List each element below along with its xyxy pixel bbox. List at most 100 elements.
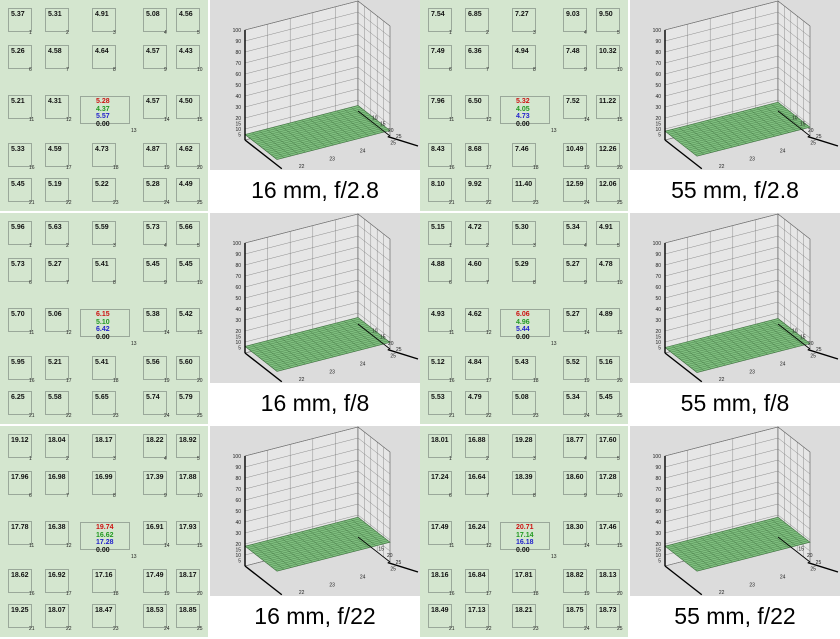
z-tick-label: 40 (655, 307, 661, 313)
grid-cell-value: 4.87 (146, 146, 160, 153)
grid-cell-value: 7.48 (566, 48, 580, 55)
center-cell-value: 4.37 (96, 105, 110, 113)
grid-cell (92, 45, 116, 69)
grid-cell-value: 4.57 (146, 48, 160, 55)
grid-cell-value: 5.73 (11, 261, 25, 268)
wall-gridline (664, 437, 811, 468)
wall-gridline (664, 503, 811, 534)
grid-cell-value: 4.94 (515, 48, 529, 55)
center-cell-value: 4.73 (516, 113, 530, 120)
wall-gridline (244, 301, 391, 332)
z-tick-label: 30 (235, 531, 241, 537)
grid-cell-value: 19.28 (515, 437, 533, 444)
wall-gridline (244, 481, 391, 512)
grid-cell-number: 21 (449, 200, 455, 206)
z-tick-label: 5 (658, 346, 661, 352)
grid-cell (143, 604, 167, 628)
x-tick-label: 23 (329, 582, 335, 588)
x-tick-label: 22 (719, 164, 725, 170)
grid-cell (596, 95, 620, 119)
grid-cell-number: 5 (617, 243, 620, 249)
grid-cell-value: 8.43 (431, 146, 445, 153)
z-tick-label: 20 (655, 542, 661, 548)
z-tick-label: 90 (655, 39, 661, 45)
grid-cell-number: 5 (617, 456, 620, 462)
z-tick-label: 40 (235, 520, 241, 526)
center-cell-value: 20.71 (516, 524, 534, 531)
grid-cell (465, 95, 489, 119)
center-cell-value: 6.15 (96, 311, 110, 318)
grid-cell-value: 18.47 (95, 607, 113, 614)
z-tick-label: 70 (235, 61, 241, 67)
x-tick-label: 24 (780, 362, 786, 368)
grid-cell (563, 521, 587, 545)
grid-cell-number: 14 (164, 543, 170, 549)
wall-gridline (664, 99, 811, 130)
grid-cell (465, 604, 489, 628)
grid-cell-value: 17.39 (146, 474, 164, 481)
surface-mesh-line (266, 334, 381, 364)
grid-cell (563, 308, 587, 332)
grid-cell-number: 24 (584, 413, 590, 419)
grid-cell-number: 10 (617, 493, 623, 499)
grid-cell (428, 8, 452, 32)
grid-cell-number: 10 (197, 493, 203, 499)
grid-cell-value: 18.49 (431, 607, 449, 614)
grid-cell-value: 4.89 (599, 311, 613, 318)
surface-mesh-line (742, 111, 775, 137)
z-tick-label: 70 (655, 274, 661, 280)
grid-cell-number: 12 (486, 543, 492, 549)
x-tick-label: 25 (810, 141, 816, 147)
wall-gridline (244, 492, 391, 523)
center-cell-value: 6.06 (516, 311, 530, 318)
surface-mesh-line (264, 120, 379, 151)
grid-cell-value: 5.45 (599, 394, 613, 401)
grid-cell (45, 45, 69, 69)
z-tick-label: 50 (655, 83, 661, 89)
grid-cell-value: 5.16 (599, 359, 613, 366)
grid-cell (176, 471, 200, 495)
grid-cell-number: 21 (29, 200, 35, 206)
z-tick-label: 60 (655, 72, 661, 78)
grid-cell-number: 17 (486, 591, 492, 597)
wall-gridline (664, 66, 811, 97)
grid-cell-number: 24 (164, 626, 170, 632)
y-tick-label: 15 (800, 122, 806, 128)
grid-cell-value: 5.41 (95, 261, 109, 268)
grid-cell (465, 258, 489, 282)
grid-cell (45, 143, 69, 167)
grid-cell (8, 258, 32, 282)
surface-mesh-line (260, 529, 375, 559)
surface-mesh-line (343, 320, 376, 347)
z-tick-label: 100 (653, 454, 662, 460)
grid-cell (8, 308, 32, 332)
surface-mesh-line (268, 335, 383, 366)
grid-cell (512, 45, 536, 69)
surface-mesh-line (684, 117, 799, 147)
grid-cell (465, 434, 489, 458)
grid-cell-number: 19 (584, 591, 590, 597)
measurement-grid-panel: 18.01 1 16.88 2 19.28 3 18.77 4 17.60 5 17.24 6 16.6… (420, 426, 628, 637)
surface-mesh-line (686, 119, 801, 149)
surface-mesh-line (728, 331, 761, 357)
z-tick-label: 20 (235, 329, 241, 335)
z-tick-label: 50 (235, 83, 241, 89)
y-tick-label: 25 (396, 134, 402, 140)
z-tick-label: 70 (235, 487, 241, 493)
surface-mesh-line (336, 322, 369, 348)
surface-mesh-line (350, 319, 384, 345)
grid-cell-value: 6.85 (468, 11, 482, 18)
grid-cell (512, 391, 536, 415)
surface-mesh-line (270, 125, 385, 155)
grid-cell (8, 95, 32, 119)
center-cell-value: 0.00 (516, 546, 530, 554)
wall-gridline (664, 44, 811, 75)
grid-cell-value: 18.75 (566, 607, 584, 614)
grid-cell (176, 434, 200, 458)
grid-cell-number: 24 (164, 200, 170, 206)
z-tick-label: 50 (235, 296, 241, 302)
grid-cell-number: 12 (486, 330, 492, 336)
wall-gridline (244, 470, 391, 501)
surface-mesh-line (742, 526, 775, 552)
